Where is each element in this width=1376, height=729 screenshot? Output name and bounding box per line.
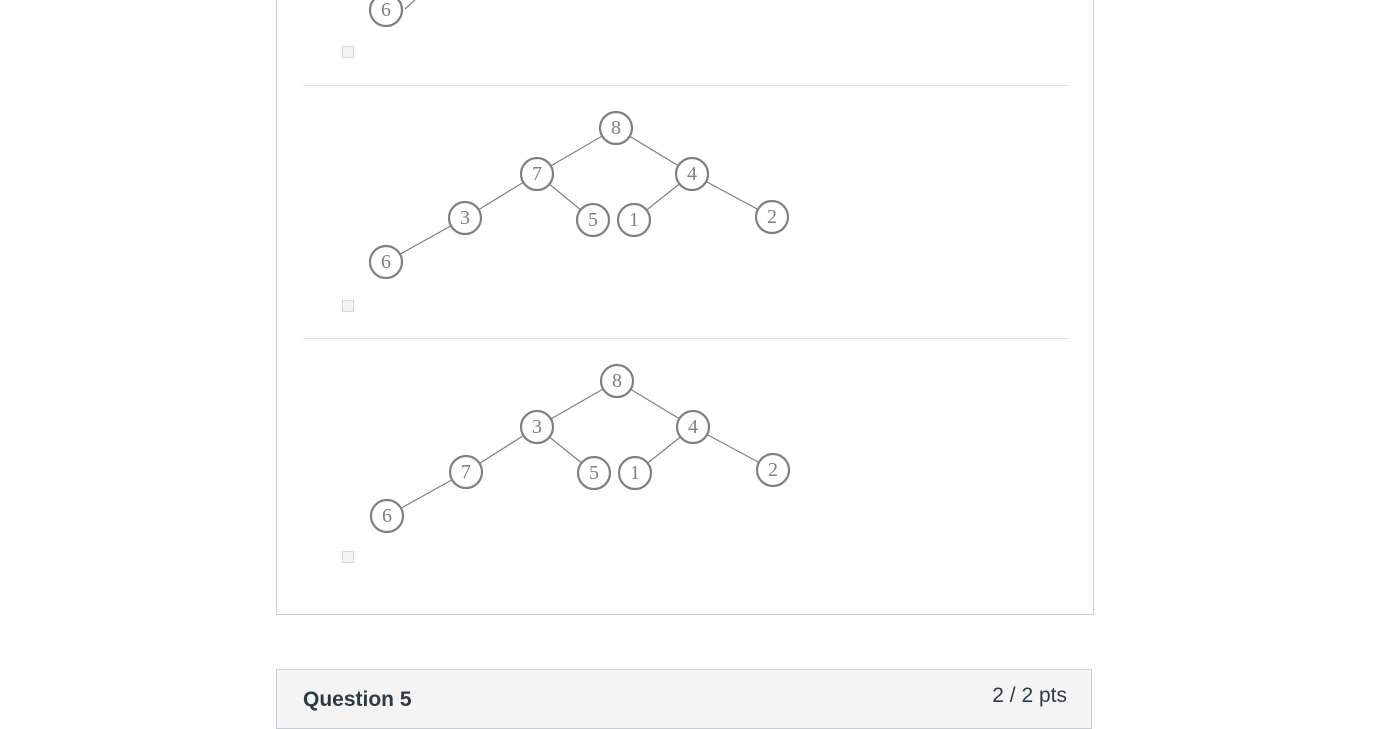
svg-text:7: 7 bbox=[532, 163, 542, 185]
answer-option-1-tree: 6 bbox=[368, 0, 416, 28]
svg-text:8: 8 bbox=[611, 117, 621, 139]
tree-node: 6 bbox=[368, 0, 404, 28]
tree-node: 2 bbox=[754, 199, 790, 235]
tree-node: 4 bbox=[675, 409, 711, 445]
question-title: Question 5 bbox=[303, 688, 412, 711]
svg-text:2: 2 bbox=[768, 459, 778, 481]
question-points: 2 / 2 pts bbox=[992, 684, 1067, 707]
tree-node: 6 bbox=[368, 244, 404, 280]
svg-text:1: 1 bbox=[629, 209, 639, 231]
svg-text:7: 7 bbox=[461, 461, 471, 483]
tree-node: 8 bbox=[598, 110, 634, 146]
tree-node: 4 bbox=[674, 156, 710, 192]
svg-text:6: 6 bbox=[382, 505, 392, 527]
tree-node: 8 bbox=[599, 363, 635, 399]
answer-option-3-tree: 8 3 4 7 5 1 2 6 bbox=[369, 363, 791, 534]
svg-text:3: 3 bbox=[460, 207, 470, 229]
question-4-panel: 6 8 7 4 3 5 1 2 6 8 3 4 7 5 1 2 bbox=[276, 0, 1094, 615]
tree-node: 3 bbox=[519, 409, 555, 445]
tree-node: 5 bbox=[576, 455, 612, 491]
svg-text:6: 6 bbox=[381, 251, 391, 273]
svg-text:6: 6 bbox=[381, 0, 391, 21]
tree-node: 1 bbox=[616, 202, 652, 238]
svg-text:1: 1 bbox=[630, 462, 640, 484]
tree-node: 7 bbox=[519, 156, 555, 192]
tree-node: 5 bbox=[575, 202, 611, 238]
tree-node: 1 bbox=[617, 455, 653, 491]
tree-node: 3 bbox=[447, 200, 483, 236]
tree-node: 6 bbox=[369, 498, 405, 534]
tree-node: 2 bbox=[755, 452, 791, 488]
svg-text:3: 3 bbox=[532, 416, 542, 438]
answer-option-3-checkbox[interactable] bbox=[342, 551, 354, 563]
svg-text:4: 4 bbox=[688, 416, 698, 438]
question-5-header: Question 5 2 / 2 pts bbox=[276, 669, 1092, 729]
answer-option-2-checkbox[interactable] bbox=[342, 300, 354, 312]
tree-node: 7 bbox=[448, 454, 484, 490]
svg-text:2: 2 bbox=[767, 206, 777, 228]
option-divider bbox=[303, 85, 1069, 86]
svg-text:4: 4 bbox=[687, 163, 697, 185]
svg-text:5: 5 bbox=[589, 462, 599, 484]
svg-text:8: 8 bbox=[612, 370, 622, 392]
svg-text:5: 5 bbox=[588, 209, 598, 231]
answer-option-2-tree: 8 7 4 3 5 1 2 6 bbox=[368, 110, 790, 280]
answer-option-1-checkbox[interactable] bbox=[342, 46, 354, 58]
option-divider bbox=[303, 338, 1069, 339]
